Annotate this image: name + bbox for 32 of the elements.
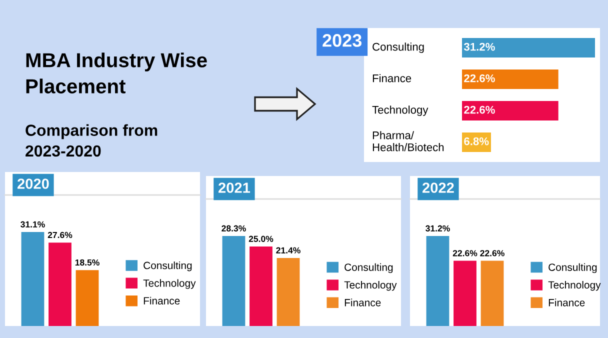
- legend-label: Consulting: [344, 263, 393, 274]
- legend-label: Technology: [548, 280, 601, 291]
- chart-title: 2023: [322, 34, 362, 47]
- legend-label: Consulting: [144, 262, 192, 272]
- text: Comparison from 2023-2020: [26, 124, 158, 157]
- legend-label: Finance: [344, 298, 381, 306]
- legend-label: Technology: [143, 279, 196, 289]
- data-label: 31.2%: [464, 42, 495, 51]
- legend-label: Finance: [548, 298, 585, 306]
- data-label: 28.3%: [222, 225, 246, 232]
- data-label: 22.6%: [452, 250, 478, 256]
- data-label: 31.2%: [426, 225, 450, 232]
- data-label: 31.1%: [20, 221, 45, 228]
- chart-title: 2021: [218, 182, 250, 193]
- y-tick-label: Technology: [372, 106, 428, 116]
- legend-label: Technology: [344, 280, 397, 291]
- chart-title: 2022: [422, 182, 454, 193]
- y-tick-label: Consulting: [372, 42, 424, 53]
- data-label: 6.8%: [464, 137, 489, 146]
- legend-label: Consulting: [548, 263, 597, 274]
- data-label: 22.6%: [480, 250, 504, 256]
- chart-title: 2020: [18, 178, 49, 189]
- y-tick-label: Pharma/ Health/Biotech: [372, 131, 444, 152]
- data-label: 22.6%: [464, 74, 495, 82]
- data-label: 21.4%: [276, 247, 300, 254]
- data-label: 22.6%: [464, 106, 495, 114]
- data-label: 25.0%: [248, 236, 274, 242]
- data-label: 18.5%: [75, 259, 100, 266]
- y-tick-label: Finance: [372, 74, 412, 82]
- data-label: 27.6%: [48, 232, 72, 238]
- legend-label: Finance: [144, 296, 180, 305]
- text: MBA Industry Wise Placement: [26, 52, 207, 94]
